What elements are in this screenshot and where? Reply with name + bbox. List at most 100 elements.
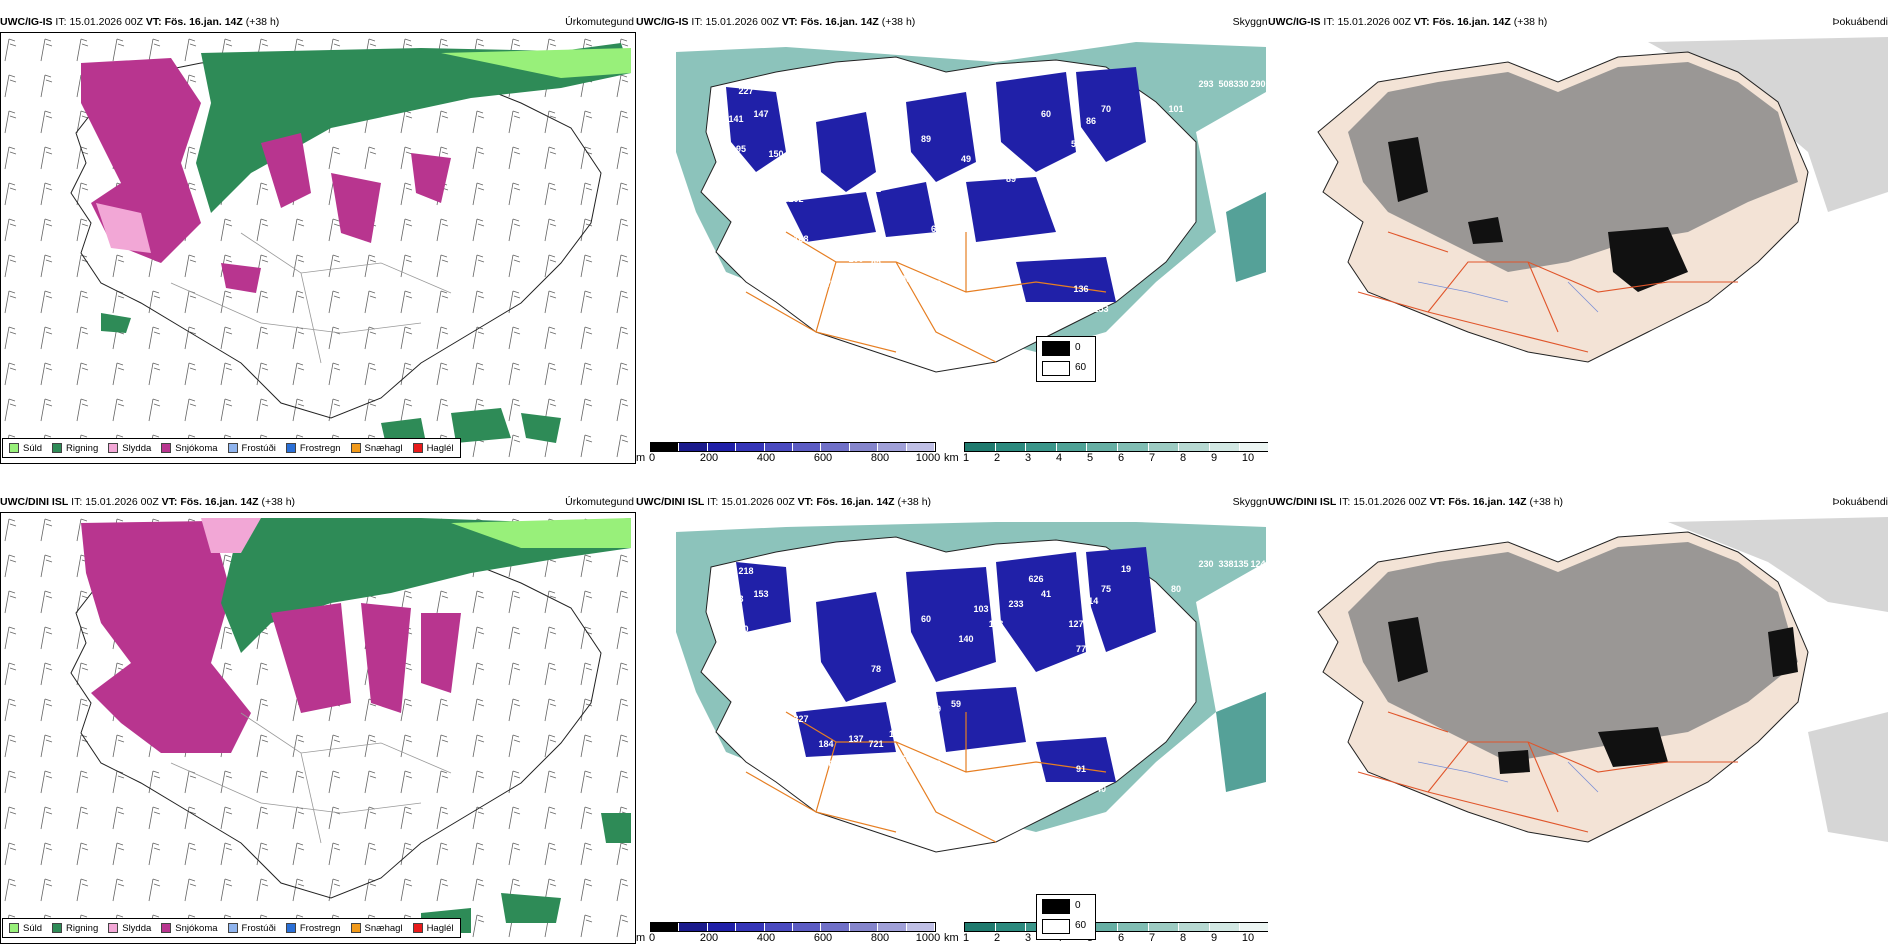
- visibility-label: 150: [768, 149, 783, 159]
- grey-shading: [1348, 62, 1798, 272]
- fog-legend-label: 60: [1075, 362, 1087, 373]
- fog-panel-row1: UWC/IG-IS IT: 15.01.2026 00Z VT: Fös. 16…: [1036, 14, 1900, 464]
- visibility-label: 136: [1073, 284, 1088, 294]
- swatch-rain: [52, 923, 63, 933]
- fog-legend-swatch-black: [1042, 899, 1070, 914]
- visibility-label: 259: [1148, 224, 1163, 234]
- fog-legend-label: 0: [1075, 342, 1081, 353]
- visibility-label: 87: [821, 279, 831, 289]
- precip-map-svg: [1, 513, 635, 943]
- swatch-sleet: [108, 923, 119, 933]
- grey-haze: [1648, 37, 1888, 212]
- visibility-label: 98: [931, 279, 941, 289]
- colorbar-tick: 600: [813, 932, 833, 944]
- visibility-label: 85: [1006, 654, 1016, 664]
- colorbar-tick: 600: [813, 452, 833, 464]
- fog-legend-swatch-black: [1042, 341, 1070, 356]
- colorbar-tick: 0: [648, 932, 656, 944]
- swatch-freezing-rain: [285, 443, 296, 453]
- visibility-label: 195: [748, 654, 763, 664]
- visibility-label: 86: [1086, 116, 1096, 126]
- visibility-label: 59: [951, 699, 961, 709]
- rivers: [1417, 281, 1599, 313]
- colorbar-tick: 10: [1241, 932, 1255, 944]
- legend-label: Rigning: [66, 442, 99, 454]
- swatch-snow-pellets: [350, 443, 361, 453]
- visibility-label: 80: [1171, 584, 1181, 594]
- visibility-label: 168: [793, 234, 808, 244]
- visibility-label: 141: [728, 114, 743, 124]
- visibility-label: 19: [1121, 564, 1131, 574]
- visibility-label: 23: [1156, 129, 1166, 139]
- visibility-label: 90: [891, 249, 901, 259]
- it-label: IT:: [71, 496, 83, 508]
- visibility-label: 96: [901, 274, 911, 284]
- lead-time: (+38 h): [1513, 16, 1548, 28]
- legend-item-rain: Rigning: [52, 443, 98, 454]
- visibility-label: 40: [1096, 784, 1106, 794]
- fog-legend: 0 60: [1036, 894, 1096, 940]
- visibility-label: 113: [1129, 309, 1144, 319]
- colorbar-tick: 3: [1024, 932, 1032, 944]
- model-name: UWC/IG-IS: [0, 16, 53, 28]
- legend-label: Frostúði: [241, 442, 276, 454]
- colorbar-tick: 2: [993, 932, 1001, 944]
- fog-map-svg: [1317, 517, 1888, 843]
- fog-legend: 0 60: [1036, 336, 1096, 382]
- fog-legend-label: 0: [1075, 900, 1081, 911]
- model-name: UWC/DINI ISL: [0, 496, 69, 508]
- legend-label: Slydda: [122, 922, 152, 934]
- visibility-label: 721: [868, 739, 883, 749]
- vt-value: Fös. 16.jan. 14Z: [1432, 16, 1511, 28]
- visibility-label: 111: [889, 729, 903, 739]
- legend-item-snow: Snjókoma: [161, 443, 218, 454]
- legend-label: Snæhagl: [364, 922, 403, 934]
- roads: [745, 231, 1107, 363]
- visibility-label: 135: [1233, 559, 1248, 569]
- it-label: IT:: [1339, 496, 1351, 508]
- roads: [170, 712, 452, 844]
- swatch-hail: [412, 923, 423, 933]
- visibility-label: 140: [958, 634, 973, 644]
- legend-item-snow-pellets: Snæhagl: [350, 922, 403, 934]
- panel-header: UWC/DINI ISL IT: 15.01.2026 00Z VT: Fös.…: [636, 494, 1272, 510]
- legend-label: Snæhagl: [364, 442, 403, 454]
- visibility-panel-row2: UWC/DINI ISL IT: 15.01.2026 00Z VT: Fös.…: [636, 494, 1272, 944]
- colorbar-tick: 9: [1210, 452, 1218, 464]
- swatch-freezing-drizzle: [227, 923, 238, 933]
- visibility-label: 172: [1163, 224, 1178, 234]
- visibility-label: 153: [1093, 304, 1108, 314]
- visibility-label: 49: [961, 154, 971, 164]
- vt-label: VT:: [161, 496, 178, 508]
- visibility-label: 108: [1128, 789, 1143, 799]
- fog-map-svg: [1317, 37, 1888, 363]
- visibility-label: 188: [1103, 724, 1118, 734]
- sleet-area: [201, 518, 261, 553]
- fog-map: [1268, 32, 1888, 434]
- precip-map: [0, 32, 636, 464]
- legend-item-hail: Haglél: [412, 443, 454, 454]
- it-value: 15.01.2026 00Z: [1337, 16, 1411, 28]
- roads: [1357, 231, 1738, 353]
- colorbar-tick: 8: [1179, 452, 1187, 464]
- visibility-label: 194: [818, 259, 833, 269]
- precip-panel-row2: UWC/DINI ISL IT: 15.01.2026 00Z VT: Fös.…: [0, 494, 636, 944]
- visibility-label: 147: [753, 109, 768, 119]
- visibility-label: 60: [951, 219, 961, 229]
- visibility-label: 230: [1198, 559, 1213, 569]
- legend-label: Frostregn: [299, 922, 341, 934]
- lead-time: (+38 h): [1529, 496, 1564, 508]
- legend-label: Frostregn: [299, 442, 341, 454]
- it-value: 15.01.2026 00Z: [721, 496, 795, 508]
- visibility-label: 170: [1098, 194, 1113, 204]
- grey-shading: [1348, 542, 1798, 762]
- visibility-label: 66: [901, 754, 911, 764]
- vt-value: Fös. 16.jan. 14Z: [800, 16, 879, 28]
- visibility-label: 130: [733, 624, 748, 634]
- legend-label: Rigning: [66, 922, 99, 934]
- visibility-map-svg: 218 143 153 130 86 195 495 243 327 184 158 144 106 13…: [676, 522, 1266, 853]
- swatch-snow-pellets: [350, 923, 361, 933]
- precip-map: [0, 512, 636, 944]
- panel-title: Skyggni: [1232, 16, 1270, 28]
- visibility-label: 91: [1136, 199, 1146, 209]
